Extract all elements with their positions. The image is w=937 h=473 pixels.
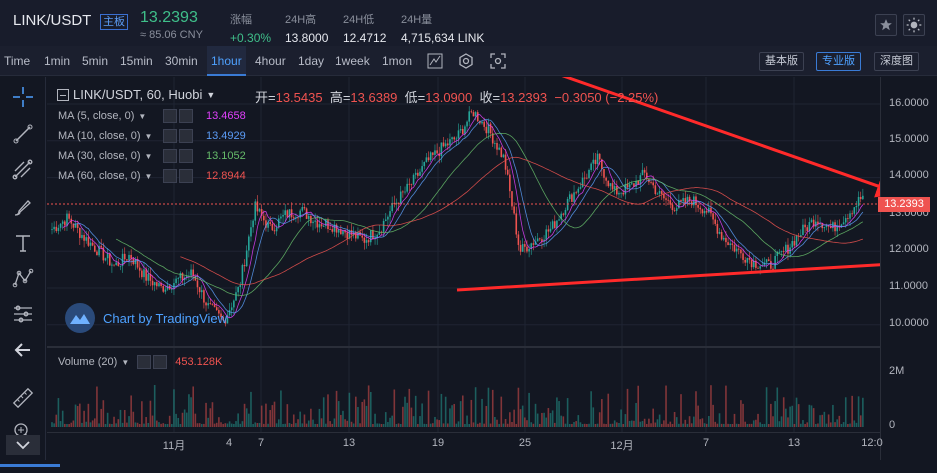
text-icon xyxy=(16,235,30,252)
screenshot-icon xyxy=(490,53,506,69)
ma30-legend[interactable]: MA (30, close, 0) ▼ 13.1052 xyxy=(58,149,246,163)
price-axis[interactable]: 16.0000 15.0000 14.0000 13.0000 12.0000 … xyxy=(880,77,937,460)
resistance-trendline-arrow xyxy=(508,55,901,198)
fib-tool-icon xyxy=(12,159,33,180)
volume-legend[interactable]: Volume (20) ▼ 453.128K xyxy=(58,355,223,369)
sun-icon xyxy=(906,17,922,33)
ruler-icon xyxy=(12,387,34,409)
change-value: −0.3050 (−2.25%) xyxy=(554,90,659,105)
symbol-label[interactable]: LINK/USDT, 60, Huobi xyxy=(73,87,203,102)
current-price-tag: 13.2393 xyxy=(878,197,930,212)
pattern-tool[interactable] xyxy=(10,265,36,291)
ma-remove-icon[interactable] xyxy=(179,109,193,123)
drawing-toolbar xyxy=(0,77,46,473)
tab-1min[interactable]: 1min xyxy=(44,54,71,68)
stat-high: 24H高 13.8000 xyxy=(285,14,329,45)
measure-icon xyxy=(14,305,32,323)
collapse-toolbar-button[interactable] xyxy=(6,435,40,455)
indicator-button[interactable] xyxy=(426,52,444,70)
trend-line-icon xyxy=(13,124,33,144)
basic-view-button[interactable]: 基本版 xyxy=(759,52,804,71)
star-icon xyxy=(880,19,892,31)
cny-price: ≈ 85.06 CNY xyxy=(140,29,203,41)
header: LINK/USDT 主板 13.2393 ≈ 85.06 CNY 涨幅 +0.3… xyxy=(0,0,937,46)
theme-toggle-button[interactable] xyxy=(903,14,925,36)
fib-tool[interactable] xyxy=(10,157,36,183)
favorite-button[interactable] xyxy=(875,14,897,36)
brush-icon xyxy=(14,200,31,216)
stat-volume: 24H量 4,715,634 LINK xyxy=(401,14,485,45)
indicator-icon xyxy=(427,53,443,69)
settings-icon xyxy=(459,53,473,69)
support-trendline-arrow xyxy=(456,251,931,292)
ohlc-values: 开=13.5435 高=13.6389 低=13.0900 收=13.2393 … xyxy=(255,90,659,105)
pro-view-button[interactable]: 专业版 xyxy=(816,52,861,71)
ma-settings-icon[interactable] xyxy=(163,169,177,183)
chevron-down-icon[interactable]: ▼ xyxy=(206,89,216,100)
ma5-legend[interactable]: MA (5, close, 0) ▼ 13.4658 xyxy=(58,109,246,123)
ma-settings-icon[interactable] xyxy=(163,109,177,123)
settings-button[interactable] xyxy=(457,52,475,70)
brush-tool[interactable] xyxy=(10,194,36,220)
tab-1day[interactable]: 1day xyxy=(298,54,325,68)
ma-remove-icon[interactable] xyxy=(179,129,193,143)
timeframe-toolbar: Time 1min 5min 15min 30min 1hour 4hour 1… xyxy=(0,46,937,76)
text-tool[interactable] xyxy=(10,230,36,256)
volume-settings-icon[interactable] xyxy=(137,355,152,369)
tab-1mon[interactable]: 1mon xyxy=(382,54,413,68)
time-axis[interactable]: 11月 4 7 13 19 25 12月 7 13 12:0 xyxy=(47,432,883,460)
stat-low: 24H低 12.4712 xyxy=(343,14,387,45)
crosshair-tool[interactable] xyxy=(10,84,36,110)
tab-15min[interactable]: 15min xyxy=(120,54,153,68)
board-tag: 主板 xyxy=(100,14,128,30)
collapse-legend-icon[interactable] xyxy=(57,88,69,101)
tab-5min[interactable]: 5min xyxy=(82,54,109,68)
tradingview-logo-icon xyxy=(65,303,95,333)
chart-legend-title: LINK/USDT, 60, Huobi ▼ xyxy=(57,87,215,102)
measure-tool[interactable] xyxy=(10,301,36,327)
ma-remove-icon[interactable] xyxy=(179,169,193,183)
tradingview-watermark[interactable]: Chart by TradingView xyxy=(65,303,227,333)
depth-view-button[interactable]: 深度图 xyxy=(874,52,919,71)
trend-line-tool[interactable] xyxy=(10,121,36,147)
ma-remove-icon[interactable] xyxy=(179,149,193,163)
tab-1week[interactable]: 1week xyxy=(335,54,370,68)
tab-30min[interactable]: 30min xyxy=(165,54,198,68)
screenshot-button[interactable] xyxy=(489,52,507,70)
volume-remove-icon[interactable] xyxy=(153,355,168,369)
ruler-tool[interactable] xyxy=(10,385,36,411)
scroll-indicator[interactable] xyxy=(0,464,60,467)
tab-1hour[interactable]: 1hour xyxy=(207,46,246,76)
back-arrow-icon xyxy=(14,343,30,357)
ma10-legend[interactable]: MA (10, close, 0) ▼ 13.4929 xyxy=(58,129,246,143)
collapse-icon xyxy=(16,441,30,450)
crosshair-icon xyxy=(13,87,33,107)
tab-4hour[interactable]: 4hour xyxy=(255,54,286,68)
last-price: 13.2393 xyxy=(140,9,198,26)
pair-name[interactable]: LINK/USDT xyxy=(13,12,92,29)
ma-settings-icon[interactable] xyxy=(163,149,177,163)
stat-change: 涨幅 +0.30% xyxy=(230,14,272,45)
pattern-icon xyxy=(12,268,34,288)
back-button[interactable] xyxy=(10,337,36,363)
ma-settings-icon[interactable] xyxy=(163,129,177,143)
bottom-bar xyxy=(0,460,937,473)
tab-time[interactable]: Time xyxy=(4,54,31,68)
ma60-legend[interactable]: MA (60, close, 0) ▼ 12.8944 xyxy=(58,169,246,183)
